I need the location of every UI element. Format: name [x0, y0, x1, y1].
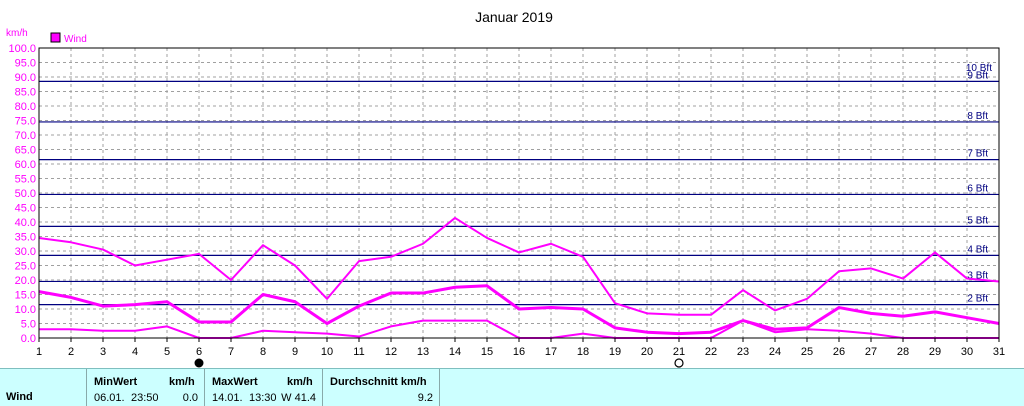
x-tick-label: 16: [513, 346, 525, 358]
x-tick-label: 22: [705, 346, 717, 358]
x-tick-label: 8: [260, 346, 266, 358]
full-moon-icon: [674, 358, 684, 368]
beaufort-label: 9 Bft: [967, 70, 988, 81]
min-time: 23:50: [131, 392, 159, 404]
y-tick-label: 35.0: [15, 232, 36, 244]
average-value: 9.2: [417, 392, 433, 404]
y-tick-label: 10.0: [15, 304, 36, 316]
average-stat-cell: Durchschnitt km/h 9.2: [322, 369, 440, 406]
x-tick-label: 4: [132, 346, 138, 358]
max-time: 13:30: [249, 392, 277, 404]
y-tick-label: 15.0: [15, 290, 36, 302]
beaufort-label: 10 Bft: [966, 63, 992, 74]
min-header: MinWert: [94, 376, 138, 388]
max-value: W 41.4: [281, 392, 316, 404]
x-tick-label: 13: [417, 346, 429, 358]
x-tick-label: 19: [609, 346, 621, 358]
statistics-bar: Wind MinWert km/h 06.01. 23:50 0.0 MaxWe…: [0, 368, 1024, 406]
y-tick-label: 65.0: [15, 145, 36, 157]
y-tick-label: 85.0: [15, 87, 36, 99]
x-tick-label: 3: [100, 346, 106, 358]
max-unit: km/h: [287, 376, 313, 388]
y-tick-label: 30.0: [15, 246, 36, 258]
stats-row-label: Wind: [6, 391, 33, 403]
average-header: Durchschnitt km/h: [330, 376, 427, 388]
x-tick-label: 5: [164, 346, 170, 358]
y-tick-label: 75.0: [15, 116, 36, 128]
beaufort-label: 7 Bft: [967, 149, 988, 160]
legend-swatch: [50, 32, 61, 43]
y-tick-label: 95.0: [15, 58, 36, 70]
x-tick-label: 24: [769, 346, 781, 358]
series-line-2: [38, 284, 1000, 336]
wind-chart: 2 Bft 3 Bft 4 Bft 5 Bft 6 Bft 7 Bft 8 Bft 9 Bft…: [6, 9, 1005, 368]
y-tick-label: 55.0: [15, 174, 36, 186]
y-tick-label: 0.0: [21, 333, 36, 345]
min-value: 0.0: [182, 392, 198, 404]
max-header: MaxWert: [212, 376, 258, 388]
beaufort-label: 4 Bft: [967, 244, 988, 255]
x-tick-label: 10: [321, 346, 333, 358]
new-moon-icon: [194, 358, 204, 368]
y-tick-label: 5.0: [21, 319, 36, 331]
y-tick-label: 60.0: [15, 159, 36, 171]
y-tick-label: 45.0: [15, 203, 36, 215]
x-tick-label: 9: [292, 346, 298, 358]
x-tick-label: 15: [481, 346, 493, 358]
chart-title: Januar 2019: [475, 9, 553, 25]
min-unit: km/h: [169, 376, 195, 388]
x-tick-label: 1: [36, 346, 42, 358]
x-tick-label: 14: [449, 346, 461, 358]
beaufort-label: 2 Bft: [967, 294, 988, 305]
y-tick-label: 25.0: [15, 261, 36, 273]
x-tick-label: 23: [737, 346, 749, 358]
x-tick-label: 17: [545, 346, 557, 358]
y-tick-label: 80.0: [15, 101, 36, 113]
x-tick-label: 18: [577, 346, 589, 358]
y-axis-unit: km/h: [6, 28, 28, 39]
x-tick-label: 30: [961, 346, 973, 358]
y-tick-label: 50.0: [15, 188, 36, 200]
plot-border: [38, 47, 1000, 339]
x-tick-label: 20: [641, 346, 653, 358]
x-tick-label: 28: [897, 346, 909, 358]
x-tick-label: 29: [929, 346, 941, 358]
series-line-1: [38, 216, 1000, 316]
x-tick-label: 26: [833, 346, 845, 358]
x-tick-label: 25: [801, 346, 813, 358]
y-tick-label: 40.0: [15, 217, 36, 229]
max-date: 14.01.: [212, 392, 243, 404]
x-tick-label: 6: [196, 346, 202, 358]
beaufort-label: 6 Bft: [967, 183, 988, 194]
grid: [38, 47, 1000, 339]
x-tick-label: 27: [865, 346, 877, 358]
x-tick-label: 21: [673, 346, 685, 358]
x-tick-label: 2: [68, 346, 74, 358]
x-tick-label: 12: [385, 346, 397, 358]
min-date: 06.01.: [94, 392, 125, 404]
legend-label: Wind: [64, 34, 87, 45]
beaufort-label: 3 Bft: [967, 270, 988, 281]
y-tick-label: 20.0: [15, 275, 36, 287]
x-tick-label: 11: [353, 346, 364, 358]
x-tick-label: 7: [228, 346, 234, 358]
beaufort-lines: 2 Bft 3 Bft 4 Bft 5 Bft 6 Bft 7 Bft 8 Bft 9 Bft…: [39, 63, 999, 306]
max-stat-cell: MaxWert km/h 14.01. 13:30 W 41.4: [204, 369, 322, 406]
beaufort-label: 5 Bft: [967, 215, 988, 226]
x-tick-label: 31: [993, 346, 1005, 358]
y-tick-label: 100.0: [8, 43, 36, 55]
min-stat-cell: MinWert km/h 06.01. 23:50 0.0: [86, 369, 204, 406]
axes: 0.0 5.0 10.0 15.0 20.0 25.0 30.0 35.0 40.0 45.0 50…: [8, 43, 1005, 368]
y-tick-label: 70.0: [15, 130, 36, 142]
y-tick-label: 90.0: [15, 72, 36, 84]
beaufort-label: 8 Bft: [967, 111, 988, 122]
